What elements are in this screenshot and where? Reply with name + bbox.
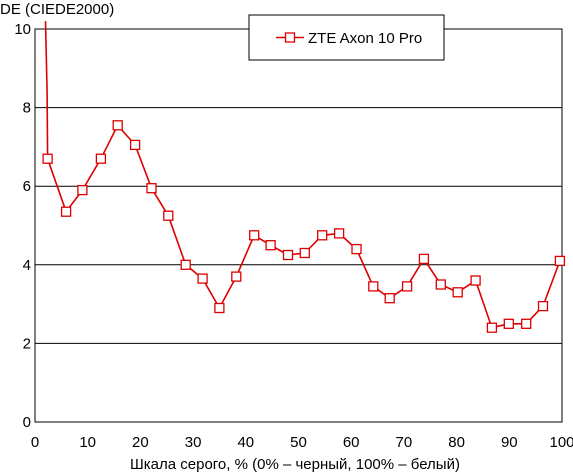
data-point-0: [43, 154, 52, 163]
data-point-1: [62, 207, 71, 216]
data-point-2: [78, 186, 87, 195]
x-tick-label: 80: [448, 434, 465, 451]
data-point-22: [419, 254, 428, 263]
x-axis-tick-labels: 0 10 20 30 40 50 60 70 80 90 100: [31, 434, 573, 451]
data-point-13: [266, 241, 275, 250]
data-point-6: [147, 184, 156, 193]
y-tick-label: 10: [14, 21, 31, 38]
x-tick-label: 90: [501, 434, 518, 451]
data-point-30: [555, 256, 564, 265]
data-point-23: [436, 280, 445, 289]
data-point-26: [487, 323, 496, 332]
data-point-11: [232, 272, 241, 281]
data-point-29: [539, 302, 548, 311]
series-0: [43, 21, 564, 332]
data-point-20: [385, 294, 394, 303]
data-point-17: [335, 229, 344, 238]
y-tick-label: 2: [23, 335, 31, 352]
x-tick-label: 40: [237, 434, 254, 451]
x-tick-label: 70: [396, 434, 413, 451]
series-layer: [43, 21, 564, 332]
data-point-28: [522, 319, 531, 328]
data-point-5: [131, 140, 140, 149]
gridlines: [35, 108, 562, 344]
y-tick-label: 6: [23, 178, 31, 195]
x-tick-label: 50: [290, 434, 307, 451]
y-tick-label: 0: [23, 414, 31, 431]
data-point-15: [300, 249, 309, 258]
x-tick-label: 30: [185, 434, 202, 451]
data-point-10: [215, 304, 224, 313]
legend-marker-swatch: [286, 33, 295, 42]
data-point-16: [318, 231, 327, 240]
data-point-27: [504, 319, 513, 328]
series-line: [46, 21, 560, 328]
data-point-24: [453, 288, 462, 297]
data-point-25: [471, 276, 480, 285]
data-point-12: [250, 231, 259, 240]
data-point-21: [403, 282, 412, 291]
data-point-19: [369, 282, 378, 291]
data-point-9: [198, 274, 207, 283]
data-point-18: [352, 245, 361, 254]
data-point-4: [113, 121, 122, 130]
x-axis-title: Шкала серого, % (0% – черный, 100% – бел…: [130, 456, 460, 472]
x-tick-label: 60: [343, 434, 360, 451]
data-point-7: [164, 211, 173, 220]
y-axis-tick-labels: 0 2 4 6 8 10: [14, 21, 31, 431]
y-axis-title: DE (CIEDE2000): [0, 1, 114, 18]
data-point-8: [181, 260, 190, 269]
y-tick-label: 4: [23, 257, 31, 274]
x-tick-label: 10: [79, 434, 96, 451]
plot-area-border: [35, 29, 562, 422]
data-point-3: [96, 154, 105, 163]
x-tick-label: 100: [549, 434, 573, 451]
x-tick-label: 0: [31, 434, 39, 451]
x-tick-label: 20: [132, 434, 149, 451]
data-point-14: [284, 251, 293, 260]
legend-entry-label: ZTE Axon 10 Pro: [308, 30, 422, 47]
y-tick-label: 8: [23, 100, 31, 117]
legend: ZTE Axon 10 Pro: [249, 15, 444, 60]
